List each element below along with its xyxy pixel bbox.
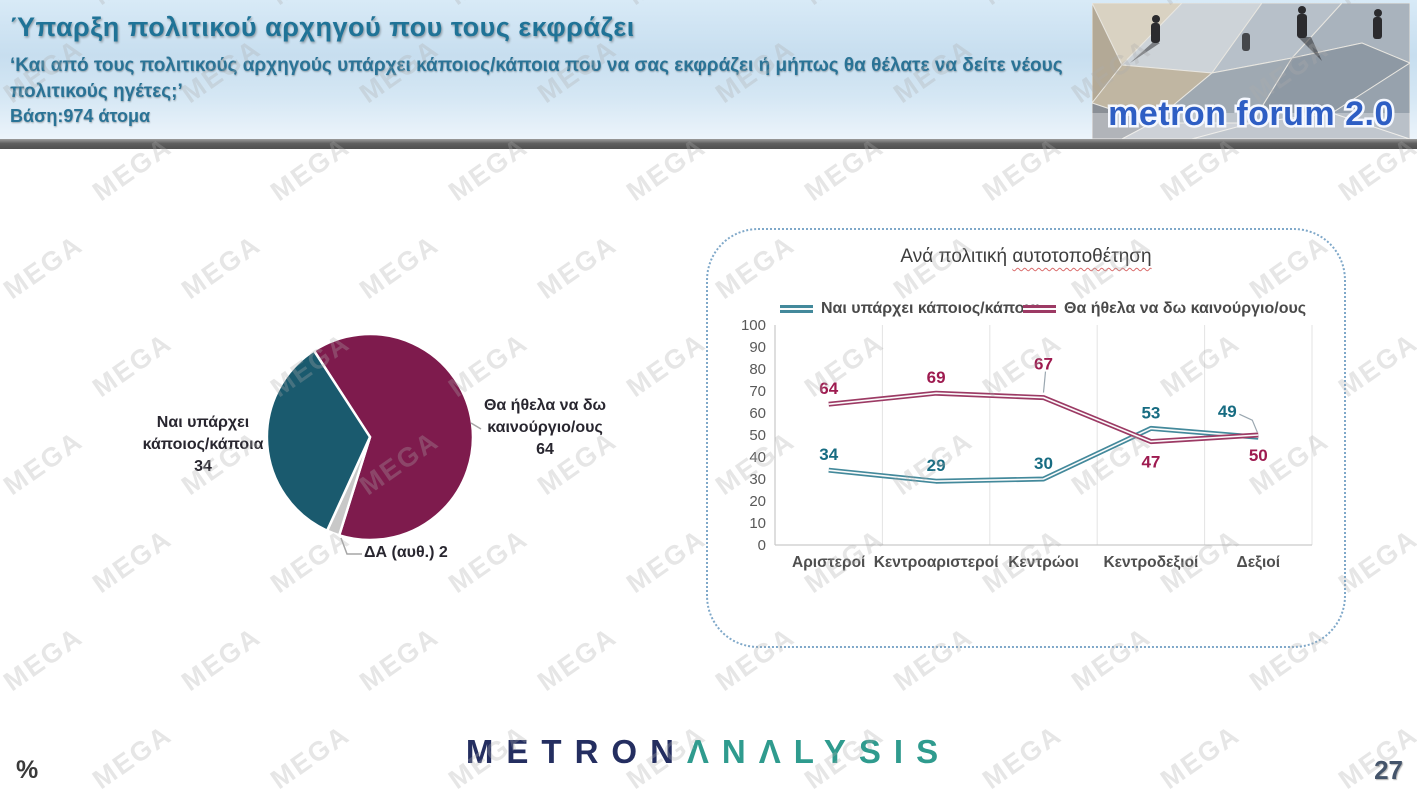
- mega-watermark: MEGA: [621, 523, 712, 599]
- pie-leader-line-right: [470, 422, 482, 430]
- line-chart: 0 10 20 30 40 50 60 70 80 90 100 Αριστεροί Κεντροαρι…: [741, 317, 1313, 571]
- x-category-label: Κεντρώοι: [1008, 554, 1079, 571]
- mega-watermark: MEGA: [354, 229, 445, 305]
- pie-slice: [265, 349, 372, 532]
- mega-watermark: MEGA: [0, 621, 89, 697]
- pie-label-da: ΔΑ (αυθ.) 2: [364, 542, 514, 564]
- legend-label-yes: Ναι υπάρχει κάποιος/κάποια: [821, 300, 1039, 317]
- percent-label: %: [16, 756, 39, 784]
- pie-label-da-text: ΔΑ (αυθ.): [364, 544, 435, 561]
- page-title: Ύπαρξη πολιτικού αρχηγού που τους εκφράζ…: [10, 12, 635, 42]
- point-label: 64: [819, 379, 838, 398]
- line-chart-title: Ανά πολιτική αυτοτοποθέτηση: [708, 246, 1344, 268]
- legend-swatch-teal: [780, 305, 813, 313]
- pie-label-new: Θα ήθελα να δω καινούργιο/ους 64: [472, 395, 618, 461]
- photo-mosaic: metron forum 2.0: [1092, 3, 1410, 139]
- photo-figures: [1130, 6, 1382, 63]
- mega-watermark: MEGA: [532, 621, 623, 697]
- pie-label-yes-text: Ναι υπάρχει κάποιος/κάποια: [142, 414, 264, 453]
- legend-label-new: Θα ήθελα να δω καινούργιο/ους: [1064, 300, 1307, 317]
- mega-watermark: MEGA: [87, 327, 178, 403]
- label-leader-line: [1042, 371, 1047, 393]
- brand-metron: METRON: [465, 733, 687, 770]
- mega-watermark: MEGA: [0, 229, 89, 305]
- brand-analysis: ΛΝΛLYSIS: [686, 733, 952, 770]
- pie-label-yes-value: 34: [194, 458, 212, 475]
- x-category-label: Αριστεροί: [792, 554, 865, 571]
- chart-title-plain: Ανά πολιτική: [900, 246, 1008, 267]
- x-category-label: Δεξιοί: [1237, 554, 1280, 571]
- legend-item-new: Θα ήθελα να δω καινούργιο/ους: [1023, 300, 1306, 318]
- y-tick-label: 0: [758, 537, 766, 554]
- pie-label-yes: Ναι υπάρχει κάποιος/κάποια 34: [136, 412, 270, 478]
- header-divider-bar: [0, 139, 1417, 149]
- header-base-note: Βάση:974 άτομα: [10, 106, 151, 126]
- line-chart-panel: Ανά πολιτική αυτοτοποθέτηση Ναι υπάρχει …: [706, 228, 1346, 648]
- y-tick-label: 100: [741, 317, 766, 334]
- y-tick-label: 50: [749, 427, 766, 444]
- mega-watermark: MEGA: [176, 621, 267, 697]
- mega-watermark: MEGA: [354, 621, 445, 697]
- y-tick-label: 20: [749, 493, 766, 510]
- y-tick-label: 30: [749, 471, 766, 488]
- point-label: 53: [1141, 403, 1160, 422]
- y-tick-label: 40: [749, 449, 766, 466]
- y-tick-label: 90: [749, 339, 766, 356]
- chart-title-spellchecked: αυτοτοποθέτηση: [1012, 246, 1152, 267]
- pie-label-new-value: 64: [536, 441, 554, 458]
- point-label: 67: [1034, 355, 1053, 374]
- mega-watermark: MEGA: [532, 229, 623, 305]
- page-number: 27: [1374, 755, 1403, 785]
- y-tick-label: 70: [749, 383, 766, 400]
- legend-item-yes: Ναι υπάρχει κάποιος/κάποια: [780, 300, 1039, 318]
- metron-forum-photo: metron forum 2.0: [1092, 3, 1410, 139]
- pie-chart: [265, 332, 482, 555]
- pie-label-new-text: Θα ήθελα να δω καινούργιο/ους: [483, 397, 607, 436]
- metron-analysis-logo: METRONΛΝΛLYSIS: [0, 733, 1417, 771]
- mega-watermark: MEGA: [0, 425, 89, 501]
- y-tick-label: 60: [749, 405, 766, 422]
- point-label: 50: [1249, 446, 1268, 465]
- point-label: 30: [1034, 454, 1053, 473]
- header-subtitle: ‘Και από τους πολιτικούς αρχηγούς υπάρχε…: [10, 55, 1063, 102]
- pie-label-da-value: 2: [438, 544, 448, 561]
- label-leader-line: [1239, 413, 1258, 433]
- point-label: 34: [819, 445, 838, 464]
- x-category-label: Κεντροδεξιοί: [1103, 554, 1198, 571]
- y-tick-label: 80: [749, 361, 766, 378]
- mega-watermark: MEGA: [621, 327, 712, 403]
- point-label: 29: [927, 456, 946, 475]
- point-label: 49: [1218, 402, 1237, 421]
- pie-leader-line-da: [340, 537, 362, 555]
- point-label: 47: [1141, 453, 1160, 472]
- series-line-highlight: [828, 392, 1259, 443]
- series-line-highlight: [828, 427, 1259, 483]
- x-category-label: Κεντροαριστεροί: [874, 554, 999, 571]
- mega-watermark: MEGA: [87, 523, 178, 599]
- y-tick-label: 10: [749, 515, 766, 532]
- legend-swatch-maroon: [1023, 305, 1056, 313]
- point-label: 69: [927, 368, 946, 387]
- mega-watermark: MEGA: [176, 229, 267, 305]
- metron-forum-logo-text: metron forum 2.0: [1108, 95, 1394, 133]
